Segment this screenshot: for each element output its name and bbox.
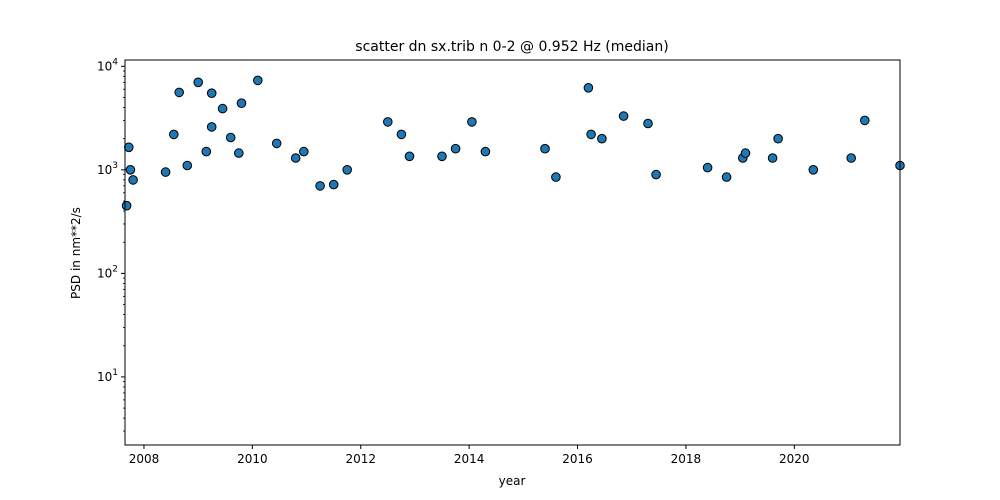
data-point bbox=[201, 146, 212, 157]
y-axis: 101 102 103 104 bbox=[97, 57, 125, 432]
data-point bbox=[767, 153, 778, 163]
x-tick-label: 2014 bbox=[454, 452, 485, 466]
data-point bbox=[124, 142, 134, 153]
data-point bbox=[182, 160, 193, 171]
data-point bbox=[383, 117, 393, 127]
chart-title: scatter dn sx.trib n 0-2 @ 0.952 Hz (med… bbox=[355, 39, 668, 55]
data-point bbox=[236, 98, 247, 108]
x-tick-label: 2008 bbox=[129, 452, 160, 466]
data-point bbox=[583, 83, 594, 93]
x-tick-label: 2020 bbox=[779, 452, 810, 466]
data-point bbox=[125, 165, 136, 175]
data-point bbox=[773, 133, 783, 144]
data-point bbox=[808, 165, 819, 175]
data-point bbox=[169, 129, 179, 140]
data-point bbox=[217, 103, 228, 114]
data-point bbox=[174, 87, 184, 98]
data-point bbox=[480, 146, 491, 157]
data-point bbox=[540, 143, 550, 154]
data-point bbox=[702, 162, 713, 173]
data-point bbox=[551, 172, 561, 182]
data-point bbox=[299, 146, 309, 157]
data-point bbox=[128, 175, 138, 185]
data-point bbox=[618, 111, 629, 121]
data-point bbox=[193, 77, 203, 88]
data-point bbox=[121, 200, 132, 211]
x-tick-label: 2012 bbox=[345, 452, 376, 466]
data-point bbox=[651, 169, 661, 180]
data-point bbox=[437, 151, 447, 162]
data-point bbox=[271, 138, 282, 149]
data-point bbox=[252, 75, 263, 86]
data-point bbox=[721, 172, 732, 182]
y-tick-label: 101 bbox=[97, 368, 118, 384]
data-point bbox=[160, 167, 171, 177]
data-point bbox=[404, 151, 415, 162]
y-axis-title: PSD in nm**2/s bbox=[69, 207, 83, 299]
data-point bbox=[740, 148, 751, 158]
data-point bbox=[225, 132, 236, 143]
x-axis: 2008 2010 2012 2014 2016 2018 2020 bbox=[129, 445, 810, 466]
data-point bbox=[315, 181, 325, 191]
data-point bbox=[860, 115, 870, 126]
x-tick-label: 2018 bbox=[671, 452, 702, 466]
data-point bbox=[643, 118, 653, 129]
y-tick-label: 104 bbox=[97, 57, 118, 73]
data-point bbox=[846, 153, 857, 163]
data-point bbox=[234, 148, 244, 158]
data-point bbox=[586, 129, 596, 140]
data-point bbox=[342, 165, 353, 175]
x-axis-title: year bbox=[499, 474, 526, 488]
y-tick-label: 103 bbox=[97, 161, 118, 177]
x-tick-label: 2016 bbox=[562, 452, 593, 466]
x-tick-label: 2010 bbox=[237, 452, 268, 466]
y-tick-label: 102 bbox=[97, 264, 118, 280]
data-point bbox=[206, 122, 217, 132]
data-point bbox=[206, 88, 217, 98]
data-point bbox=[396, 129, 407, 140]
data-point bbox=[467, 117, 477, 127]
data-point bbox=[450, 143, 461, 154]
data-point bbox=[290, 153, 301, 163]
data-point bbox=[328, 179, 339, 190]
data-point bbox=[597, 133, 607, 144]
plot-frame bbox=[124, 59, 901, 446]
scatter-points bbox=[121, 75, 905, 211]
